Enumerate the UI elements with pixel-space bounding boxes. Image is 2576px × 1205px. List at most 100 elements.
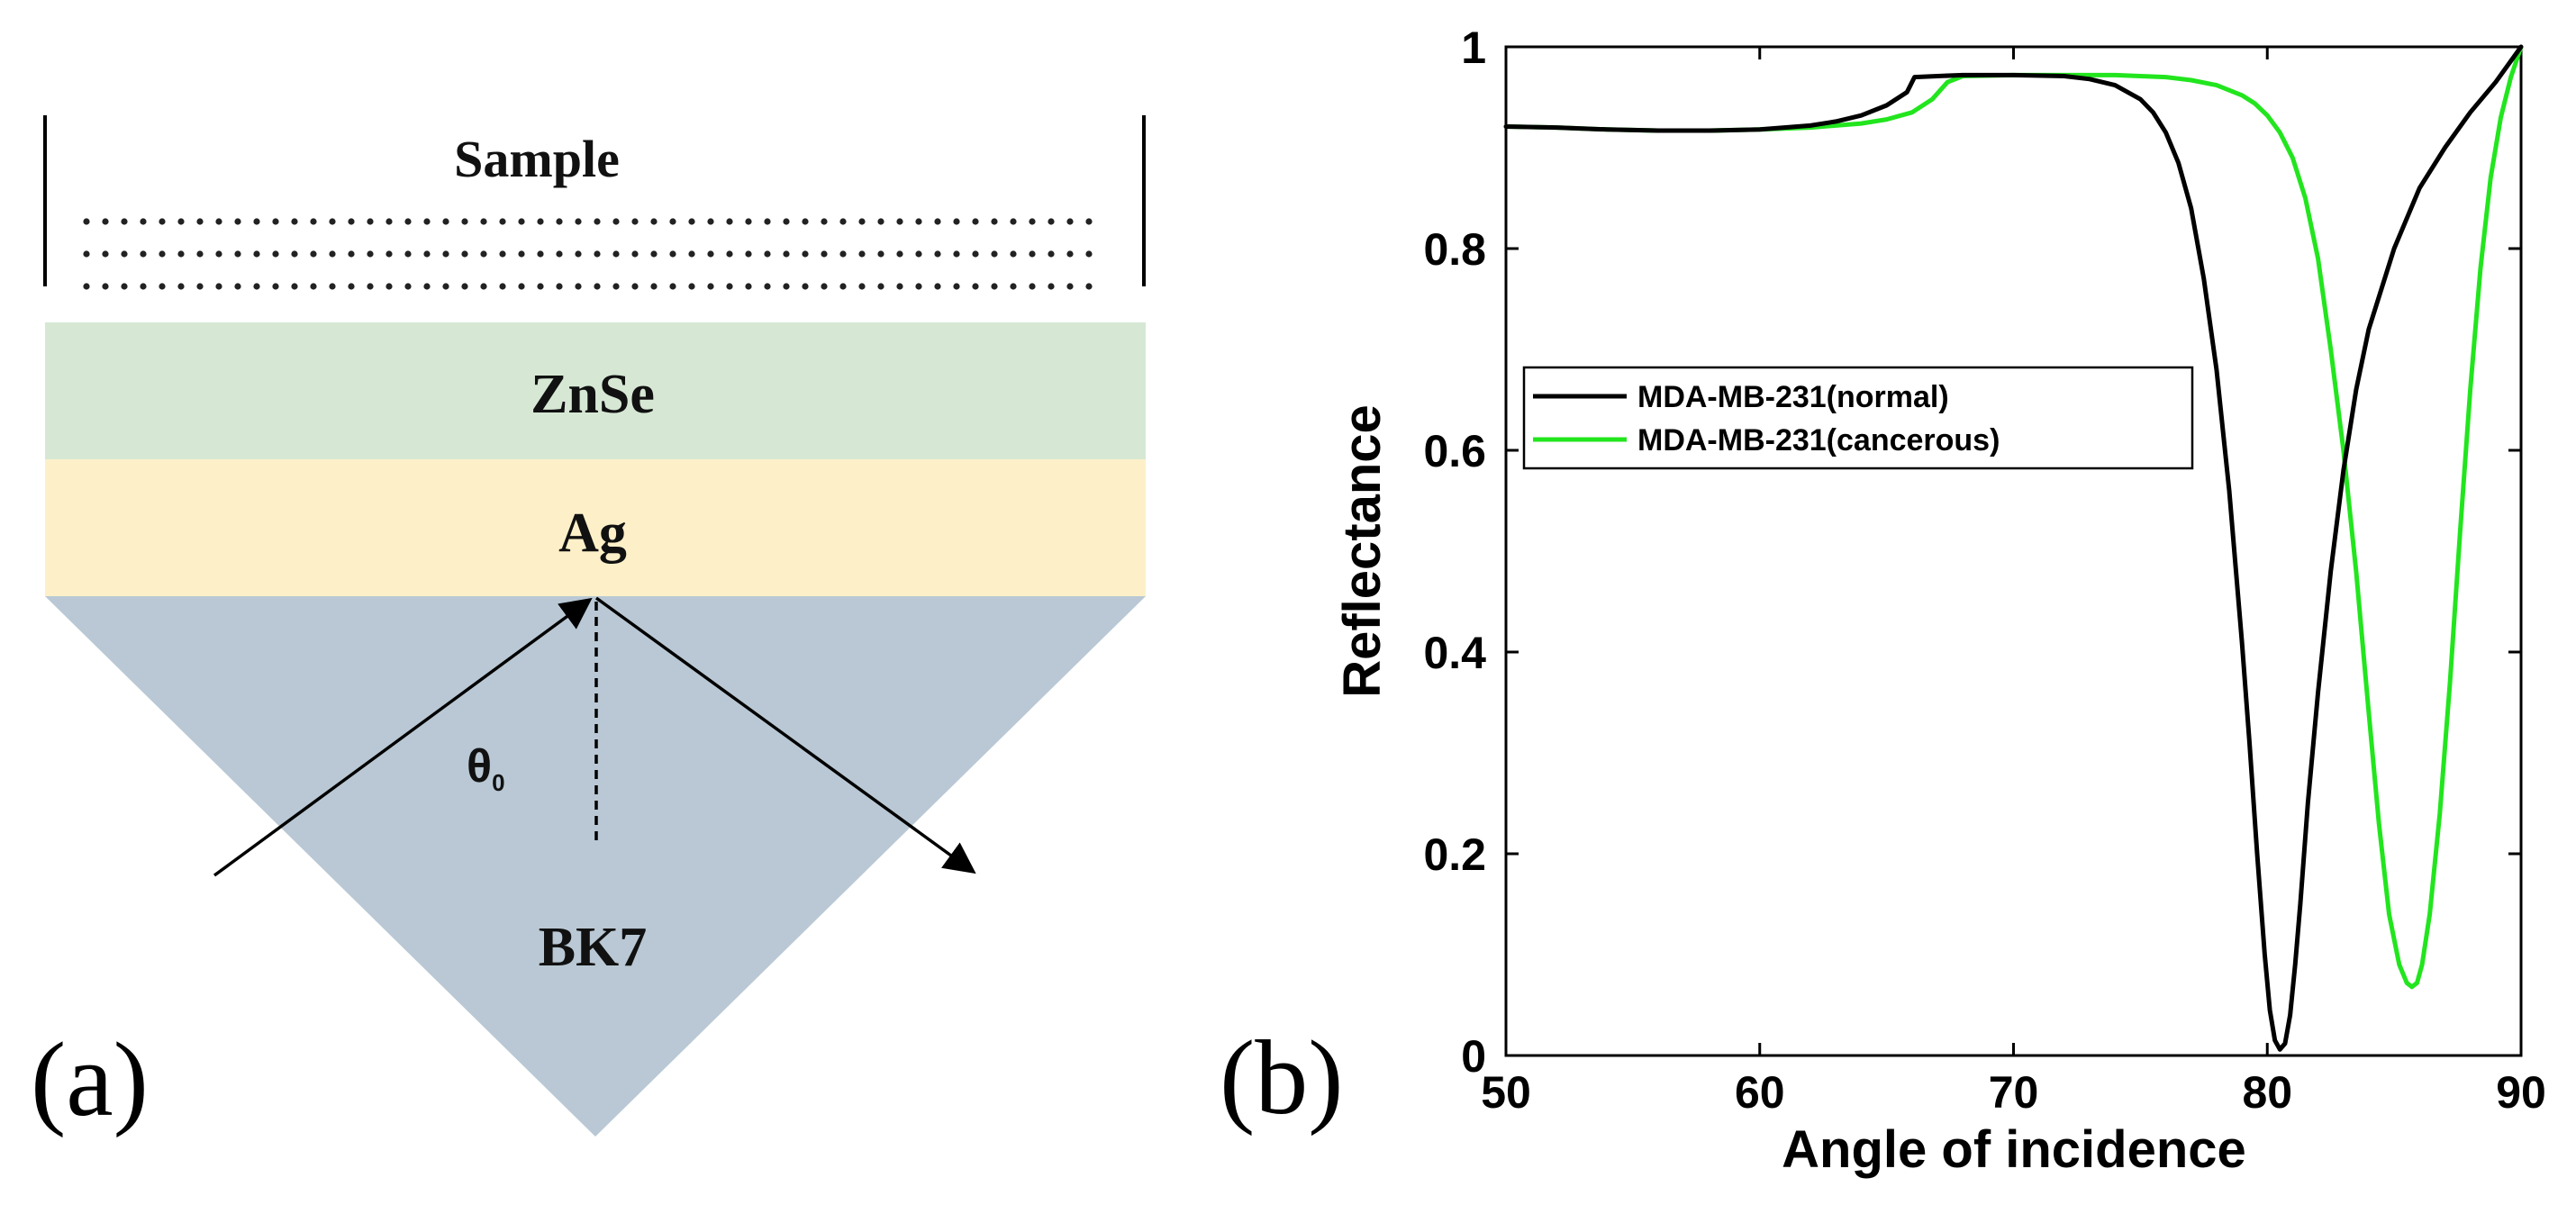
- sample-dot: [858, 250, 866, 258]
- sample-label: Sample: [454, 130, 620, 188]
- sample-dot: [442, 218, 449, 225]
- incident-ray: [213, 597, 593, 877]
- sample-dot: [177, 218, 185, 225]
- sample-dot: [215, 250, 222, 258]
- sample-dot: [272, 283, 279, 290]
- sample-dot: [121, 283, 128, 290]
- incidence-angle-label: θ0: [467, 740, 505, 796]
- sample-dot: [329, 218, 336, 225]
- sample-dot: [650, 250, 658, 258]
- sample-dot: [764, 218, 771, 225]
- sample-dot: [877, 250, 884, 258]
- sample-dot: [858, 218, 866, 225]
- sample-dot: [461, 250, 468, 258]
- sample-dot: [688, 250, 695, 258]
- series-line-cancerous: [1503, 44, 2524, 990]
- sample-dot: [121, 250, 128, 258]
- sample-dot: [1048, 283, 1055, 290]
- sample-dot: [612, 218, 620, 225]
- sample-dot: [102, 283, 109, 290]
- sample-dot: [272, 250, 279, 258]
- sample-dot: [177, 250, 185, 258]
- znse-layer: [45, 322, 1146, 459]
- sample-dot: [764, 250, 771, 258]
- sample-dot: [650, 218, 658, 225]
- sample-dot: [631, 283, 639, 290]
- sample-dot: [669, 218, 676, 225]
- sample-dot: [480, 218, 487, 225]
- sample-dot: [518, 250, 525, 258]
- sample-dot: [537, 250, 544, 258]
- sample-dot: [972, 250, 979, 258]
- sample-dot: [612, 250, 620, 258]
- sample-dot: [764, 283, 771, 290]
- sample-dot: [783, 250, 790, 258]
- sample-dot: [102, 218, 109, 225]
- sample-dot: [745, 283, 752, 290]
- sample-dot: [272, 218, 279, 225]
- sample-dot: [423, 218, 431, 225]
- plot-frame: [1504, 45, 2523, 1057]
- sample-dot: [423, 250, 431, 258]
- sample-dot: [972, 218, 979, 225]
- sample-dot: [991, 283, 998, 290]
- sample-dot: [953, 283, 960, 290]
- sample-dot: [1066, 250, 1074, 258]
- sample-dot: [575, 218, 582, 225]
- sample-dot: [253, 218, 260, 225]
- x-axis-label: Angle of incidence: [1782, 1120, 2246, 1179]
- sample-dot: [159, 250, 166, 258]
- sample-dot: [310, 283, 317, 290]
- sample-dot: [177, 283, 185, 290]
- sample-dot: [802, 250, 809, 258]
- ag-label: Ag: [558, 503, 627, 564]
- sample-dot: [442, 283, 449, 290]
- sample-dot: [404, 283, 412, 290]
- sample-dot: [1048, 218, 1055, 225]
- sample-dot: [783, 218, 790, 225]
- sample-dot: [896, 283, 903, 290]
- reflectance-chart: 50 60 70 80 90 0 0.2 0.4 0.6 0.8 1 Angle of incid…: [1333, 23, 2546, 1179]
- sample-dot: [612, 283, 620, 290]
- sample-dot: [83, 250, 90, 258]
- sample-dot: [140, 283, 147, 290]
- sample-dot: [348, 283, 355, 290]
- sample-dot: [972, 283, 979, 290]
- sample-dot: [1029, 218, 1036, 225]
- sample-dot: [480, 283, 487, 290]
- sample-dot: [234, 218, 241, 225]
- sample-dot: [650, 283, 658, 290]
- sample-dot: [802, 283, 809, 290]
- sample-dot: [953, 218, 960, 225]
- sample-dot: [934, 250, 941, 258]
- sample-dot: [404, 218, 412, 225]
- sample-dot: [991, 218, 998, 225]
- y-tick-label: 1: [1461, 23, 1486, 73]
- sample-dot: [839, 218, 847, 225]
- panel-a: Sample ZnSe Ag BK7 θ0 (a): [31, 115, 1146, 1138]
- sample-dot: [707, 218, 714, 225]
- sample-dot: [556, 283, 563, 290]
- sample-dot: [196, 218, 204, 225]
- sample-dot: [707, 250, 714, 258]
- sample-dot: [83, 283, 90, 290]
- sample-dot: [348, 218, 355, 225]
- sample-dot: [367, 283, 374, 290]
- sample-dot: [1010, 283, 1017, 290]
- sample-dot: [821, 283, 828, 290]
- sample-dot: [726, 250, 733, 258]
- sample-dot: [499, 218, 506, 225]
- sample-dot: [385, 283, 393, 290]
- sample-dot: [839, 250, 847, 258]
- sample-dot: [877, 283, 884, 290]
- sample-dot: [291, 283, 298, 290]
- sample-dot: [367, 218, 374, 225]
- sample-dot: [556, 250, 563, 258]
- sample-dot: [745, 250, 752, 258]
- x-tick-label: 90: [2496, 1067, 2546, 1118]
- sample-dot: [215, 283, 222, 290]
- legend-label-cancerous: MDA-MB-231(cancerous): [1637, 423, 2000, 458]
- sample-dot: [915, 283, 922, 290]
- sample-dot: [915, 250, 922, 258]
- sample-dot: [1029, 250, 1036, 258]
